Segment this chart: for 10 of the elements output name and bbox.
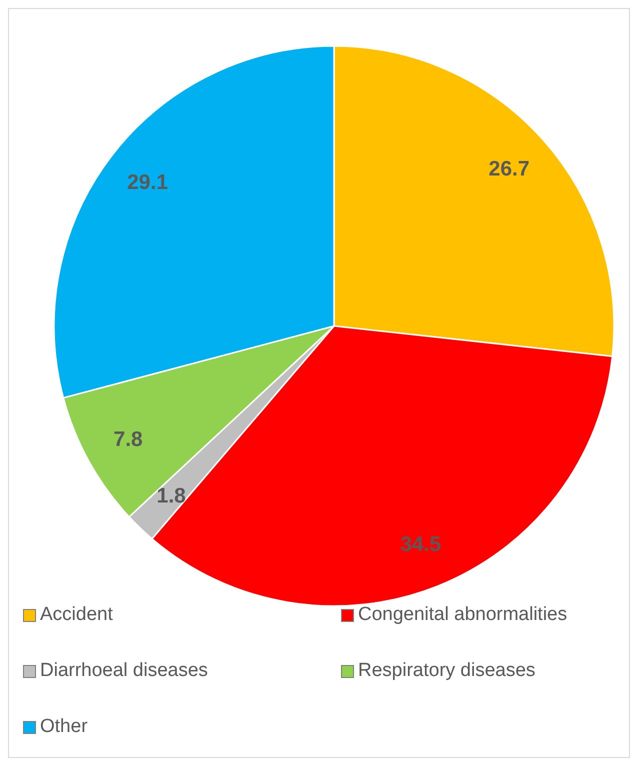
legend-label: Accident [40, 604, 113, 626]
legend-label: Other [40, 716, 88, 738]
data-label: 29.1 [127, 171, 168, 194]
data-label: 7.8 [114, 428, 144, 452]
legend-label: Congenital abnormalities [358, 604, 568, 626]
legend-label: Respiratory diseases [358, 660, 536, 682]
data-label: 34.5 [400, 533, 442, 556]
data-label: 1.8 [156, 484, 186, 508]
data-label: 26.7 [488, 157, 530, 180]
legend-label: Diarrhoeal diseases [40, 660, 208, 682]
